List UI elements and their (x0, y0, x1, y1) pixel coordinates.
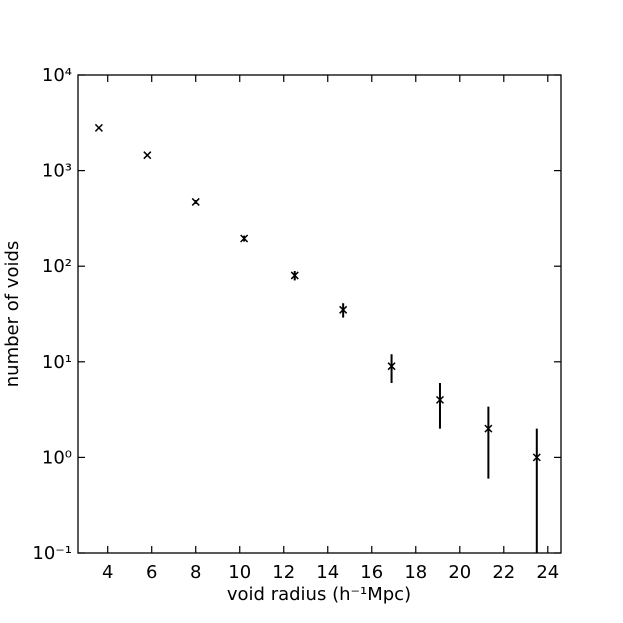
x-tick-label: 12 (272, 562, 295, 583)
x-tick-label: 10 (228, 562, 251, 583)
x-tick-label: 8 (190, 562, 201, 583)
y-axis-title: number of voids (2, 241, 23, 388)
x-tick-label: 6 (146, 562, 157, 583)
marker (94, 123, 103, 132)
x-tick-label: 14 (316, 562, 339, 583)
x-tick-label: 18 (404, 562, 427, 583)
x-tick-label: 16 (360, 562, 383, 583)
y-tick-label: 10² (42, 256, 72, 277)
marker (191, 197, 200, 206)
y-tick-label: 10⁴ (42, 65, 72, 86)
y-tick-label: 10⁻¹ (32, 543, 72, 564)
marker (240, 234, 249, 243)
marker (387, 362, 396, 371)
marker (339, 305, 348, 314)
marker (532, 453, 541, 462)
marker (484, 424, 493, 433)
x-tick-label: 4 (102, 562, 113, 583)
marker (143, 151, 152, 160)
x-axis-title: void radius (h⁻¹Mpc) (227, 584, 411, 605)
plot-frame (77, 74, 562, 554)
marker (435, 395, 445, 404)
y-tick-label: 10¹ (42, 352, 72, 373)
y-tick-label: 10⁰ (42, 447, 72, 468)
x-tick-label: 24 (536, 562, 559, 583)
y-tick-label: 10³ (42, 161, 72, 182)
marker (290, 271, 299, 280)
x-tick-label: 22 (492, 562, 515, 583)
x-tick-label: 20 (448, 562, 471, 583)
